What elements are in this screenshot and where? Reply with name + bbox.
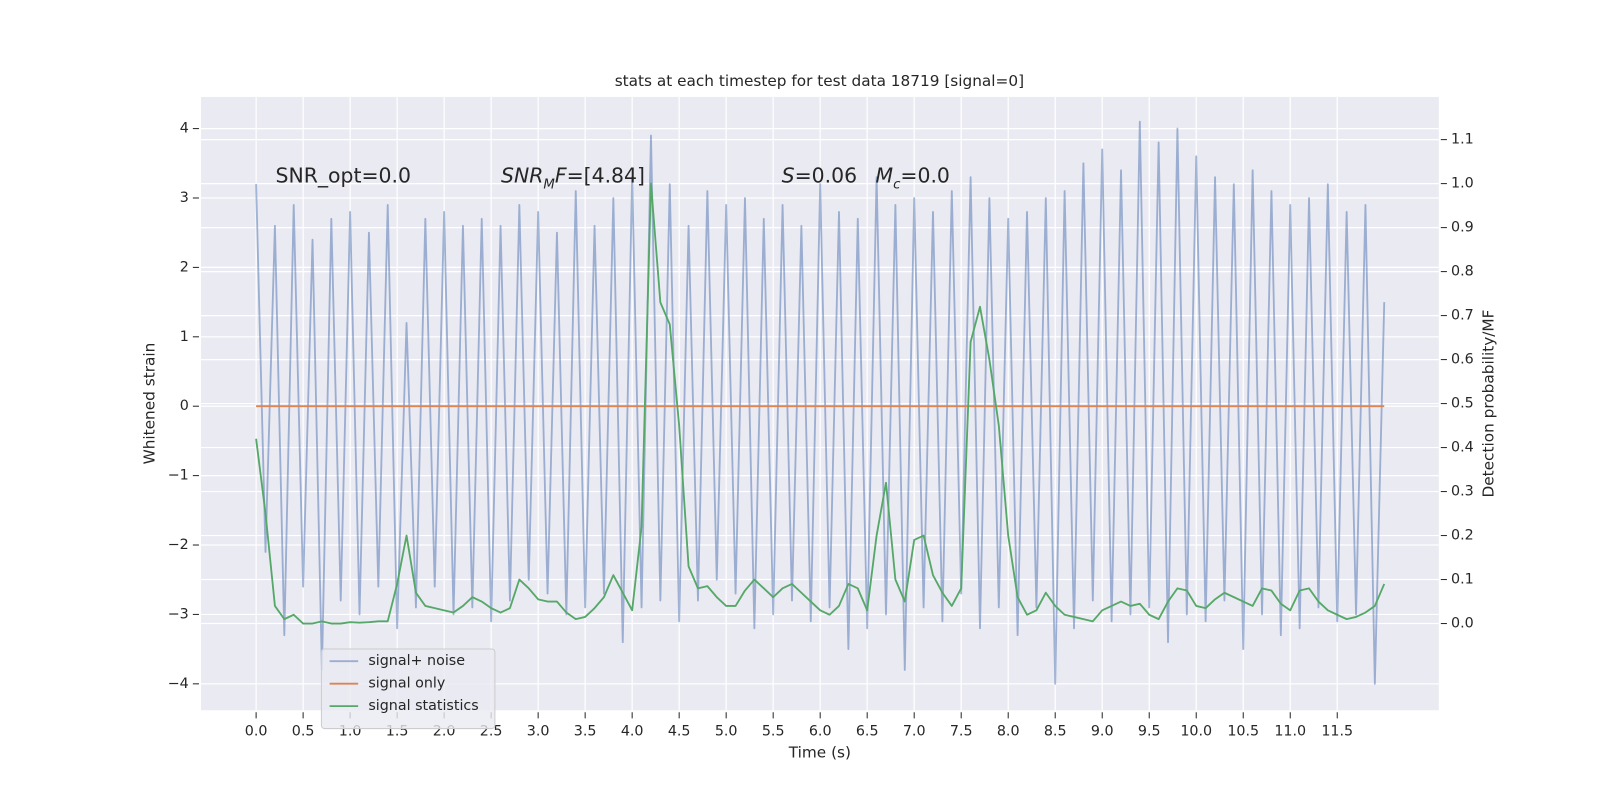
y-tick-label: 1 — [180, 329, 189, 345]
y2-tick-label: 0.8 — [1451, 264, 1474, 280]
annotation-part: SNR_opt=0.0 — [276, 164, 412, 189]
legend-box — [320, 648, 496, 730]
y-tick-label: 2 — [180, 259, 189, 275]
y2-tick-label: 0.3 — [1451, 484, 1474, 500]
annotation-part: =[4.84] — [567, 164, 645, 188]
legend-label: signal only — [368, 676, 445, 692]
annotation: SNR_opt=0.0 — [276, 164, 412, 189]
annotation: S=0.06 — [782, 164, 857, 188]
x-tick-label: 8.5 — [1044, 724, 1067, 740]
x-tick-label: 10.5 — [1227, 724, 1259, 740]
y2-tick-label: 0.0 — [1451, 616, 1474, 632]
y2-tick-label: 0.5 — [1451, 396, 1474, 412]
x-tick-label: 11.0 — [1274, 724, 1306, 740]
legend-label: signal+ noise — [368, 653, 465, 669]
x-tick-label: 8.0 — [997, 724, 1020, 740]
x-tick-label: 3.5 — [574, 724, 597, 740]
annotation-part: S — [782, 164, 795, 188]
x-tick-label: 7.0 — [903, 724, 926, 740]
x-tick-label: 3.0 — [527, 724, 550, 740]
annotation-part: SNR — [501, 164, 543, 188]
y2-tick-label: 1.1 — [1451, 132, 1474, 148]
legend-label: signal statistics — [368, 698, 478, 714]
x-tick-label: 5.5 — [762, 724, 785, 740]
y2-tick-label: 0.1 — [1451, 572, 1474, 588]
y-tick-label: 3 — [180, 190, 189, 206]
series-line — [255, 120, 1386, 685]
annotation: Mc=0.0 — [876, 164, 950, 193]
annotation-part: M — [543, 177, 555, 192]
x-tick-label: 11.5 — [1321, 724, 1353, 740]
x-axis-label: Time (s) — [788, 744, 851, 762]
y-tick-label: −1 — [168, 468, 189, 484]
y-tick-label: −2 — [168, 537, 189, 553]
y-tick-label: −4 — [168, 676, 189, 692]
x-tick-label: 6.0 — [809, 724, 832, 740]
annotation-part: c — [893, 177, 901, 192]
y-tick-label: 0 — [180, 398, 189, 414]
chart-title: stats at each timestep for test data 187… — [615, 72, 1024, 90]
y2-tick-label: 0.7 — [1451, 308, 1474, 324]
x-tick-label: 0.5 — [292, 724, 315, 740]
y-axis-label: Whitened strain — [141, 343, 159, 465]
x-tick-label: 4.5 — [668, 724, 691, 740]
x-tick-label: 9.0 — [1091, 724, 1114, 740]
annotation-part: F — [555, 164, 567, 188]
x-tick-label: 7.5 — [950, 724, 973, 740]
y2-tick-label: 1.0 — [1451, 176, 1474, 192]
x-tick-label: 10.0 — [1180, 724, 1212, 740]
y2-tick-label: 0.4 — [1451, 440, 1474, 456]
y2-tick-label: 0.6 — [1451, 352, 1474, 368]
annotation-part: =0.06 — [795, 164, 858, 188]
x-tick-label: 5.0 — [715, 724, 738, 740]
series-line — [255, 182, 1386, 625]
y-tick-label: 4 — [180, 121, 189, 137]
legend: signal+ noise signal only signal statistic… — [320, 648, 496, 730]
annotation: SNRMF=[4.84] — [501, 164, 645, 193]
y-tick-label: −3 — [168, 606, 189, 622]
y2-tick-label: 0.2 — [1451, 528, 1474, 544]
y2-axis-label: Detection probability/MF — [1479, 310, 1497, 498]
y2-tick-label: 0.9 — [1451, 220, 1474, 236]
x-tick-label: 9.5 — [1138, 724, 1161, 740]
x-tick-label: 0.0 — [245, 724, 268, 740]
annotation-part: M — [876, 164, 894, 188]
annotation-part: =0.0 — [900, 164, 950, 188]
x-tick-label: 6.5 — [856, 724, 879, 740]
x-tick-label: 4.0 — [621, 724, 644, 740]
